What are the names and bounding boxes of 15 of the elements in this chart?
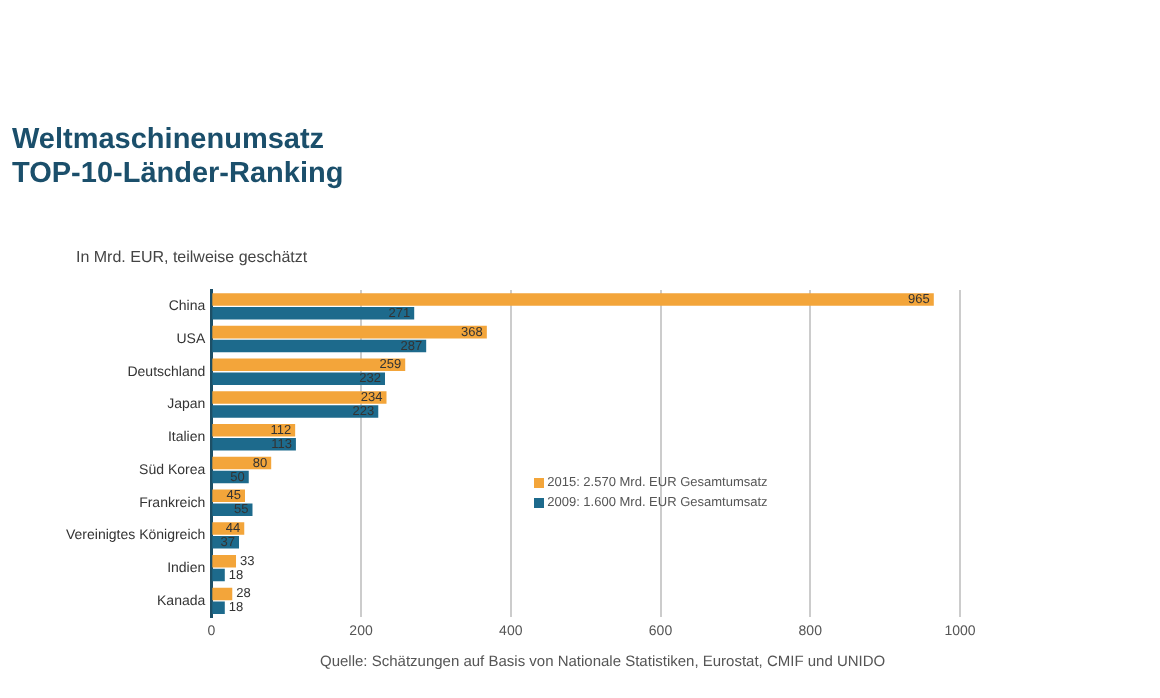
bar (212, 293, 934, 306)
chart-title: Weltmaschinenumsatz TOP-10-Länder-Ranking (12, 124, 344, 192)
bar (212, 405, 379, 418)
bar (212, 424, 296, 437)
bar (212, 307, 415, 320)
bar (212, 339, 427, 353)
bar (212, 587, 233, 601)
bar (212, 325, 487, 339)
bar (212, 601, 225, 615)
chart-subtitle: In Mrd. EUR, teilweise geschätzt (76, 248, 308, 266)
bar (212, 358, 406, 372)
bar (212, 568, 225, 582)
bar (212, 372, 386, 386)
bar (212, 391, 387, 404)
bar (212, 554, 237, 568)
